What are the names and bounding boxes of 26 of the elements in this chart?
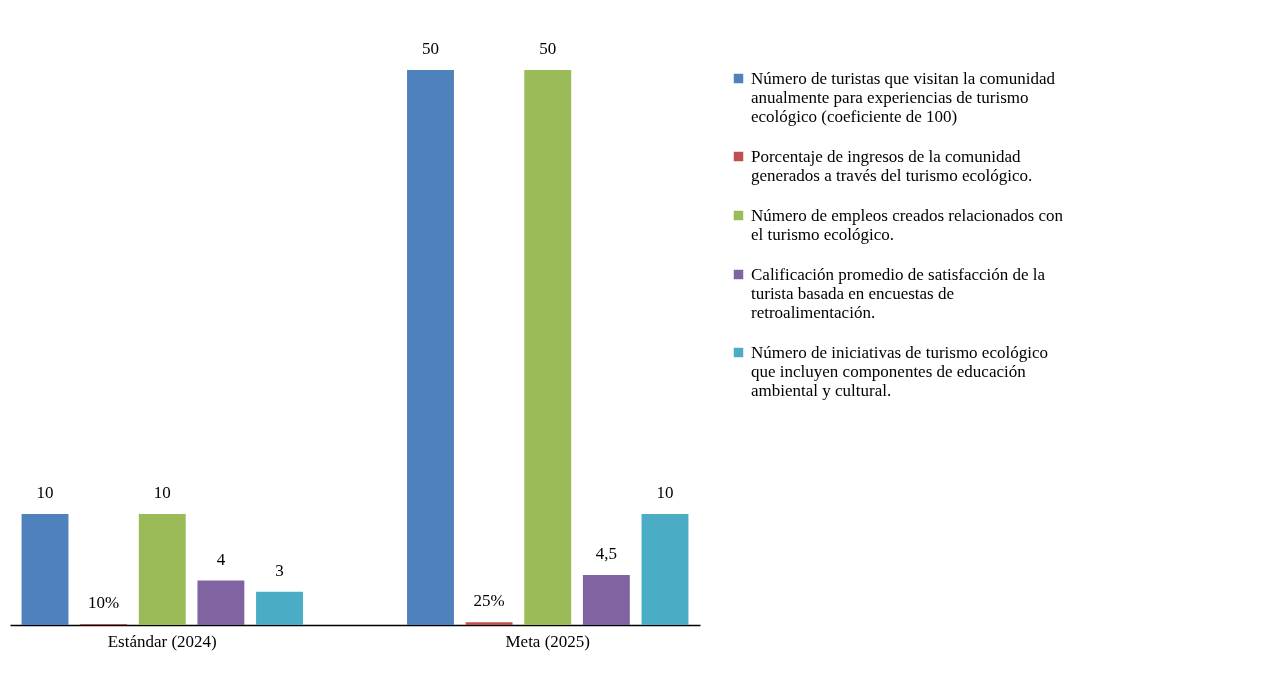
bar <box>524 70 572 625</box>
bar <box>138 514 186 625</box>
data-label: 10 <box>153 483 171 502</box>
bar <box>197 580 245 625</box>
x-tick-label: Meta (2025) <box>505 631 590 651</box>
data-label: 10% <box>88 592 120 612</box>
legend-label: Calificación promedio de satisfacción de la turista basada en encuestas de retroalimentación. <box>751 264 1046 322</box>
bar <box>641 514 689 625</box>
data-label: 25% <box>473 591 505 611</box>
data-label: 4 <box>216 549 226 569</box>
legend-label: Número de empleos creados relacionados con el turismo ecológico. <box>751 205 1064 244</box>
legend-label: Número de iniciativas de turismo ecológico que incluyen componentes de educación ambiental y cultural. <box>751 342 1048 400</box>
x-tick-label: Estándar (2024) <box>107 631 217 651</box>
data-label: 50 <box>421 39 439 58</box>
data-label: 4,5 <box>595 544 617 564</box>
bar <box>582 575 630 625</box>
data-label: 50 <box>539 39 557 58</box>
data-label: 10 <box>656 483 674 502</box>
data-label: 3 <box>275 560 284 580</box>
bar <box>21 514 69 625</box>
legend-label: Porcentaje de ingresos de la comunidad generados a través del turismo ecológico. <box>751 146 1033 185</box>
legend-label: Número de turistas que visitan la comunidad anualmente para experiencias de turismo ecológico (coeficiente de 100) <box>751 68 1056 126</box>
bar <box>465 622 513 625</box>
bar <box>256 591 303 625</box>
bar <box>407 70 454 625</box>
data-label: 10 <box>36 483 54 502</box>
